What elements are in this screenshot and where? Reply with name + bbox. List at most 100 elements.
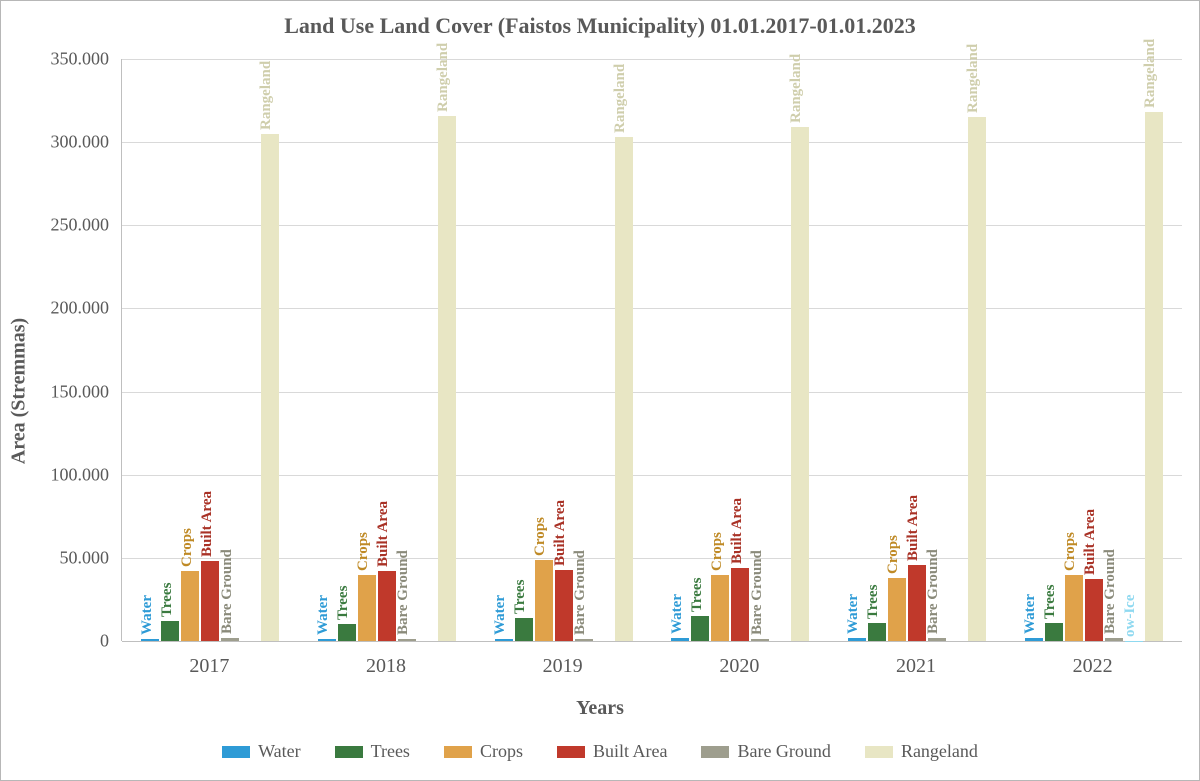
gridline [122, 392, 1182, 393]
bar-label-built: Built Area [1082, 510, 1099, 576]
gridline [122, 308, 1182, 309]
bar-label-crops: Crops [532, 517, 549, 556]
bar-label-built: Built Area [375, 501, 392, 567]
baseline [122, 641, 1182, 642]
x-tick-label: 2018 [366, 655, 406, 678]
bar-label-crops: Crops [1062, 532, 1079, 571]
legend-label-water: Water [258, 741, 301, 762]
legend-swatch-rangeland [865, 746, 893, 758]
bar-water [141, 639, 159, 641]
bar-label-trees: Trees [335, 586, 352, 620]
legend-item-water: Water [222, 741, 301, 762]
bar-water [671, 638, 689, 641]
bar-label-rangeland: Rangeland [1142, 39, 1159, 108]
bar-label-trees: Trees [865, 584, 882, 618]
bar-group: WaterTreesCropsBuilt AreaBare GroundRang… [495, 59, 633, 641]
plot-area: WaterTreesCropsBuilt AreaBare GroundRang… [121, 59, 1182, 641]
bar-bare [221, 638, 239, 641]
bar-built [555, 570, 573, 642]
x-tick-label: 2021 [896, 655, 936, 678]
bar-label-trees: Trees [512, 579, 529, 613]
bar-label-trees: Trees [159, 583, 176, 617]
bar-water [848, 638, 866, 641]
bar-label-rangeland: Rangeland [965, 44, 982, 113]
bar-rangeland [791, 127, 809, 641]
legend-swatch-crops [444, 746, 472, 758]
y-tick-label: 300.000 [9, 132, 109, 153]
bar-bare [751, 639, 769, 641]
x-axis-title: Years [1, 697, 1199, 720]
bar-label-water: Water [669, 594, 686, 634]
legend-swatch-bare [701, 746, 729, 758]
bar-label-bare: Bare Ground [1102, 549, 1119, 634]
legend: WaterTreesCropsBuilt AreaBare GroundRang… [1, 741, 1199, 762]
bar-water [1025, 638, 1043, 641]
bar-label-trees: Trees [1042, 584, 1059, 618]
bar-label-bare: Bare Ground [749, 550, 766, 635]
bar-trees [691, 616, 709, 641]
bar-label-rangeland: Rangeland [435, 42, 452, 111]
chart-container: Land Use Land Cover (Faistos Municipalit… [0, 0, 1200, 781]
bar-crops [535, 560, 553, 641]
bar-built [731, 568, 749, 641]
bar-label-built: Built Area [729, 498, 746, 564]
bar-built [1085, 579, 1103, 641]
legend-item-built: Built Area [557, 741, 668, 762]
gridline [122, 475, 1182, 476]
bar-label-bare: Bare Ground [219, 549, 236, 634]
bar-crops [888, 578, 906, 641]
bar-crops [711, 575, 729, 642]
bar-label-built: Built Area [905, 495, 922, 561]
bar-label-rangeland: Rangeland [612, 64, 629, 133]
bar-bare [1105, 638, 1123, 641]
legend-swatch-trees [335, 746, 363, 758]
y-tick-label: 250.000 [9, 215, 109, 236]
y-tick-label: 200.000 [9, 298, 109, 319]
gridline [122, 225, 1182, 226]
legend-label-rangeland: Rangeland [901, 741, 978, 762]
bar-bare [575, 639, 593, 641]
y-tick-label: 350.000 [9, 49, 109, 70]
x-tick-label: 2019 [543, 655, 583, 678]
bar-built [378, 571, 396, 641]
y-tick-label: 0 [9, 631, 109, 652]
y-tick-label: 150.000 [9, 381, 109, 402]
bar-bare [398, 639, 416, 641]
bar-label-water: Water [315, 595, 332, 635]
legend-item-crops: Crops [444, 741, 523, 762]
bar-label-crops: Crops [709, 532, 726, 571]
y-tick-label: 50.000 [9, 547, 109, 568]
bar-label-trees: Trees [689, 578, 706, 612]
bar-label-water: Water [845, 594, 862, 634]
bar-rangeland [968, 117, 986, 641]
bar-trees [161, 621, 179, 641]
bar-group: WaterTreesCropsBuilt AreaBare GroundRang… [318, 59, 456, 641]
bar-label-crops: Crops [355, 532, 372, 571]
bar-group: WaterTreesCropsBuilt AreaBare Groundow-I… [1025, 59, 1163, 641]
x-tick-label: 2020 [719, 655, 759, 678]
gridline [122, 142, 1182, 143]
bar-group: WaterTreesCropsBuilt AreaBare GroundRang… [848, 59, 986, 641]
bar-rangeland [1145, 112, 1163, 641]
bar-built [908, 565, 926, 641]
legend-label-built: Built Area [593, 741, 668, 762]
bar-label-water: Water [1022, 594, 1039, 634]
bar-group: WaterTreesCropsBuilt AreaBare GroundRang… [671, 59, 809, 641]
bar-label-crops: Crops [179, 528, 196, 567]
bar-group: WaterTreesCropsBuilt AreaBare GroundRang… [141, 59, 279, 641]
x-tick-label: 2022 [1073, 655, 1113, 678]
legend-swatch-built [557, 746, 585, 758]
bar-label-bare: Bare Ground [925, 549, 942, 634]
bar-crops [358, 575, 376, 642]
bar-bare [928, 638, 946, 641]
legend-item-trees: Trees [335, 741, 410, 762]
bar-label-bare: Bare Ground [395, 550, 412, 635]
bar-label-built: Built Area [552, 500, 569, 566]
legend-label-trees: Trees [371, 741, 410, 762]
bar-water [318, 639, 336, 641]
bar-label-snow: ow-Ice [1122, 594, 1139, 636]
bar-label-crops: Crops [885, 535, 902, 574]
legend-swatch-water [222, 746, 250, 758]
bar-trees [515, 618, 533, 641]
chart-title: Land Use Land Cover (Faistos Municipalit… [1, 13, 1199, 39]
